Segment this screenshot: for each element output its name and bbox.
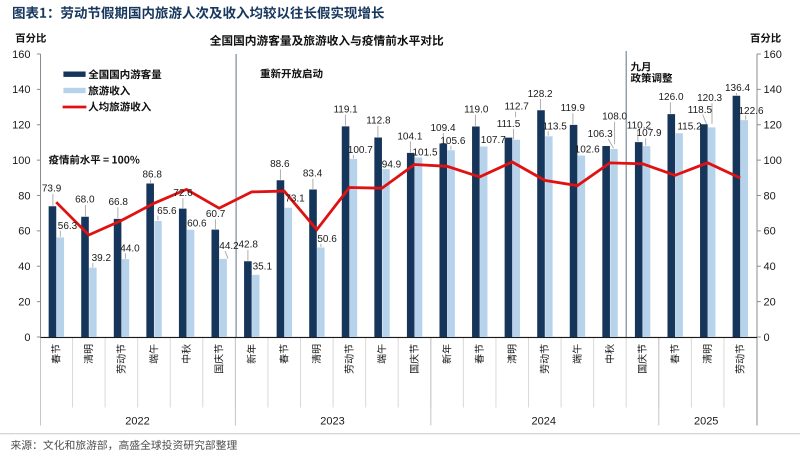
svg-text:60.7: 60.7: [206, 209, 226, 220]
svg-text:111.5: 111.5: [497, 119, 521, 130]
svg-text:80: 80: [764, 190, 776, 202]
svg-text:44.2: 44.2: [219, 241, 239, 252]
svg-text:40: 40: [764, 261, 776, 273]
svg-text:109.4: 109.4: [430, 123, 455, 134]
svg-text:115.2: 115.2: [677, 122, 702, 133]
svg-text:80: 80: [18, 190, 30, 202]
svg-text:94.9: 94.9: [382, 160, 402, 171]
svg-text:120.3: 120.3: [697, 93, 722, 104]
svg-text:60: 60: [764, 226, 776, 238]
svg-text:118.5: 118.5: [688, 105, 713, 116]
svg-text:88.6: 88.6: [270, 159, 290, 170]
svg-text:100: 100: [764, 155, 782, 167]
svg-text:68.0: 68.0: [75, 195, 95, 206]
svg-text:2022: 2022: [125, 415, 149, 427]
svg-text:106.3: 106.3: [588, 129, 613, 140]
svg-text:104.1: 104.1: [397, 131, 422, 142]
svg-text:105.6: 105.6: [440, 136, 465, 147]
svg-text:160: 160: [764, 49, 782, 61]
svg-text:136.4: 136.4: [725, 83, 750, 94]
svg-text:110.2: 110.2: [627, 120, 652, 131]
svg-text:119.0: 119.0: [464, 105, 489, 116]
svg-text:65.6: 65.6: [157, 206, 177, 217]
svg-text:107.9: 107.9: [637, 128, 662, 139]
svg-text:100: 100: [12, 155, 30, 167]
svg-text:140: 140: [764, 84, 782, 96]
svg-text:83.4: 83.4: [303, 168, 323, 179]
svg-text:86.8: 86.8: [142, 170, 162, 181]
svg-text:100.7: 100.7: [348, 145, 373, 156]
svg-text:120: 120: [12, 120, 30, 132]
svg-text:119.1: 119.1: [333, 105, 358, 116]
svg-text:73.9: 73.9: [42, 184, 62, 195]
svg-text:119.9: 119.9: [561, 103, 586, 114]
svg-text:40: 40: [18, 261, 30, 273]
svg-text:101.5: 101.5: [412, 148, 437, 159]
svg-text:50.6: 50.6: [317, 234, 337, 245]
svg-text:39.2: 39.2: [92, 253, 112, 264]
svg-text:140: 140: [12, 84, 30, 96]
svg-text:72.6: 72.6: [173, 188, 193, 199]
svg-text:108.0: 108.0: [602, 112, 627, 123]
svg-text:56.3: 56.3: [58, 221, 78, 232]
svg-text:0: 0: [24, 332, 30, 344]
svg-text:107.7: 107.7: [481, 135, 506, 146]
svg-text:120: 120: [764, 120, 782, 132]
svg-text:126.0: 126.0: [658, 92, 683, 103]
svg-text:0: 0: [764, 332, 770, 344]
svg-text:20: 20: [18, 296, 30, 308]
svg-text:113.5: 113.5: [543, 122, 568, 133]
svg-text:73.1: 73.1: [285, 193, 305, 204]
svg-text:128.2: 128.2: [528, 89, 553, 100]
svg-text:160: 160: [12, 49, 30, 61]
svg-text:35.1: 35.1: [253, 262, 273, 273]
svg-text:112.8: 112.8: [366, 116, 391, 127]
svg-text:66.8: 66.8: [108, 197, 128, 208]
svg-text:122.6: 122.6: [738, 106, 763, 117]
svg-text:44.0: 44.0: [120, 243, 140, 254]
svg-text:112.7: 112.7: [505, 102, 530, 113]
svg-text:2025: 2025: [694, 415, 718, 427]
svg-text:60.6: 60.6: [187, 218, 207, 229]
svg-text:42.8: 42.8: [238, 240, 258, 251]
svg-text:2023: 2023: [320, 415, 344, 427]
svg-text:102.6: 102.6: [575, 144, 600, 155]
svg-text:60: 60: [18, 226, 30, 238]
svg-text:20: 20: [764, 296, 776, 308]
svg-text:2024: 2024: [532, 415, 556, 427]
